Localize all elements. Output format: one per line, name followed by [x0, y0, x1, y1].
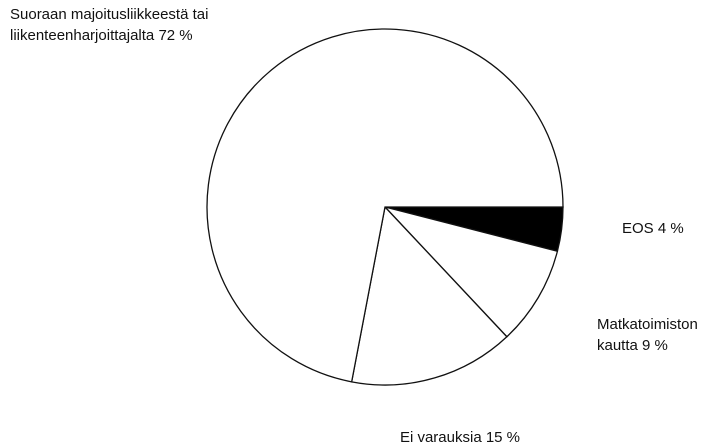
slice-value: 4 %: [657, 220, 684, 237]
slice-name: Ei varauksia: [399, 429, 482, 446]
slice-name: Matkatoimiston kautta: [597, 316, 698, 354]
slice-name: Suoraan majoitusliikkeestä tai liikentee…: [10, 6, 209, 44]
slice-label: Suoraan majoitusliikkeestä tai liikentee…: [10, 4, 290, 46]
pie-slice: [206, 28, 564, 383]
slice-value: 72 %: [158, 27, 193, 44]
pie-slice: [350, 205, 508, 386]
slice-name: EOS: [622, 220, 654, 237]
pie-slice: [382, 205, 559, 338]
slice-label: Matkatoimiston kautta 9 %: [597, 314, 717, 356]
slice-value: 9 %: [642, 337, 668, 354]
slice-label: EOS 4 %: [622, 218, 712, 239]
slice-label: Ei varauksia 15 %: [380, 427, 540, 447]
slice-value: 15 %: [485, 429, 521, 446]
